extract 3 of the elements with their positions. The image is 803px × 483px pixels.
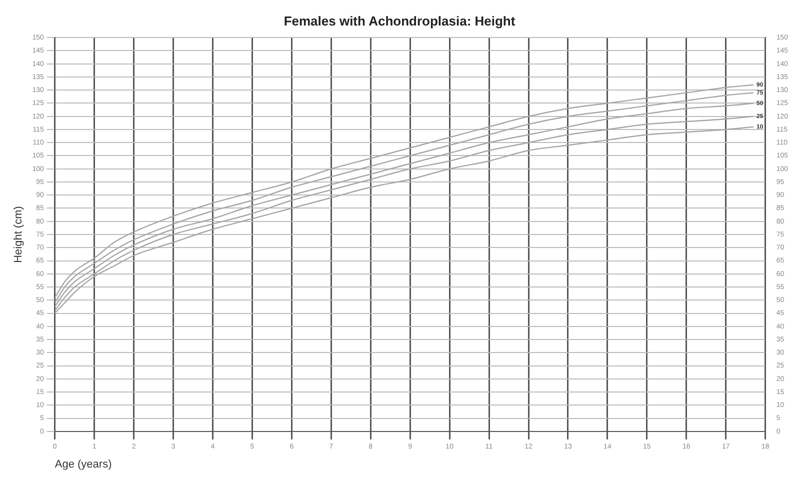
chart-title: Females with Achondroplasia: Height [284, 13, 516, 28]
x-axis-title: Age (years) [54, 458, 112, 470]
y-axis-title: Height (cm) [12, 206, 25, 263]
